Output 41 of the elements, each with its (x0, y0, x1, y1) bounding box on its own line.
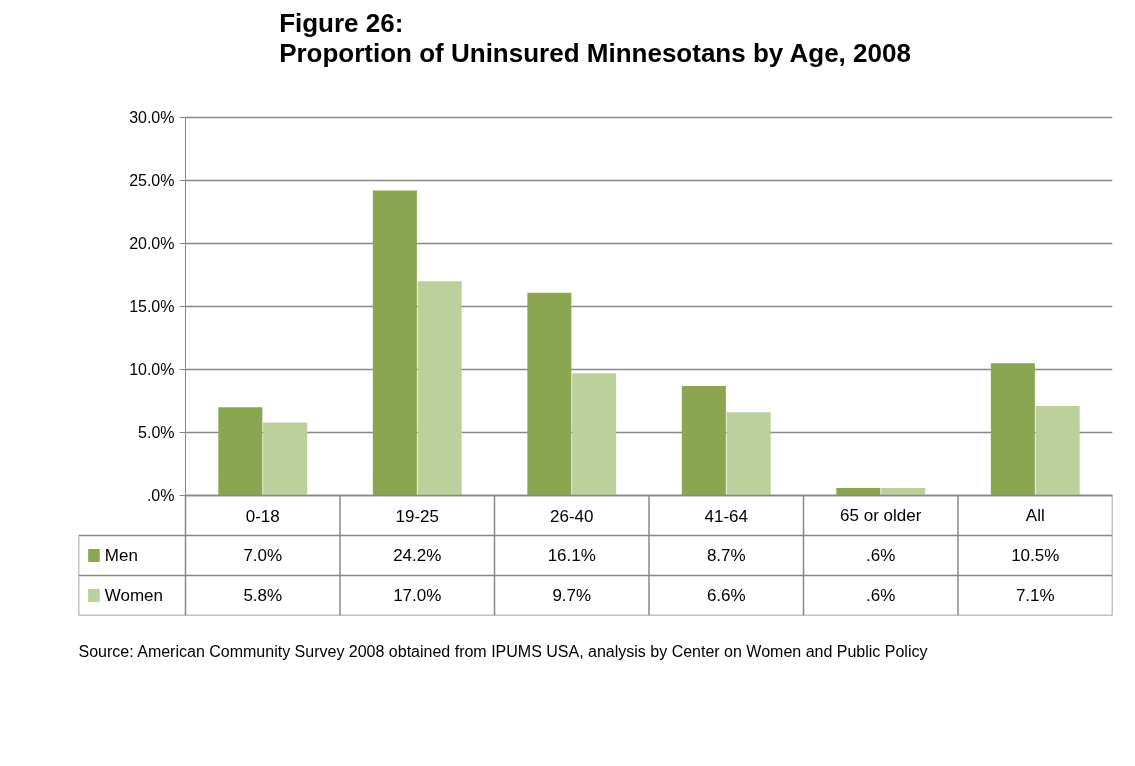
data-label: 24.2% (393, 546, 442, 565)
data-label: 7.0% (243, 546, 283, 565)
data-label: 17.0% (393, 586, 442, 605)
data-label: 7.1% (1015, 586, 1055, 605)
data-label: 5.8% (243, 586, 283, 605)
bar (527, 292, 572, 496)
bar (681, 385, 726, 496)
y-tick-label: .0% (146, 487, 175, 504)
bar (263, 422, 308, 496)
y-tick-label: 15.0% (129, 298, 175, 315)
bar (726, 412, 771, 496)
data-label: 6.6% (706, 586, 746, 605)
data-label: .6% (866, 586, 896, 605)
x-tick-label: 19-25 (395, 506, 439, 526)
legend-label: Men (104, 546, 138, 565)
y-tick-label: 30.0% (129, 109, 175, 126)
data-label: 10.5% (1011, 546, 1060, 565)
y-tick-label: 5.0% (138, 424, 175, 441)
y-tick-label: 20.0% (129, 235, 175, 252)
chart-title: Figure 26: Proportion of Uninsured Minnesotans by Age, 2008 (279, 7, 911, 68)
x-tick-label: All (1025, 506, 1045, 525)
data-label: .6% (866, 546, 896, 565)
bar (836, 487, 881, 496)
y-tick-label: 25.0% (129, 172, 175, 189)
data-label: 9.7% (552, 586, 592, 605)
x-tick-label: 65 or older (840, 506, 922, 525)
data-label: 16.1% (547, 546, 596, 565)
legend-label: Women (104, 586, 164, 605)
bar (990, 363, 1035, 496)
bar (372, 190, 417, 496)
bar (417, 281, 462, 496)
x-tick-label: 26-40 (550, 506, 594, 526)
y-tick-label: 10.0% (129, 361, 175, 378)
x-tick-label: 41-64 (704, 506, 748, 526)
source-note: Source: American Community Survey 2008 obtained from IPUMS USA, analysis by Center on Women and Public Policy (78, 642, 928, 660)
data-label: 8.7% (706, 546, 746, 565)
bar (881, 487, 926, 496)
bar (572, 373, 617, 496)
x-tick-label: 0-18 (245, 506, 280, 526)
bar (1035, 406, 1080, 496)
bar (218, 407, 263, 496)
